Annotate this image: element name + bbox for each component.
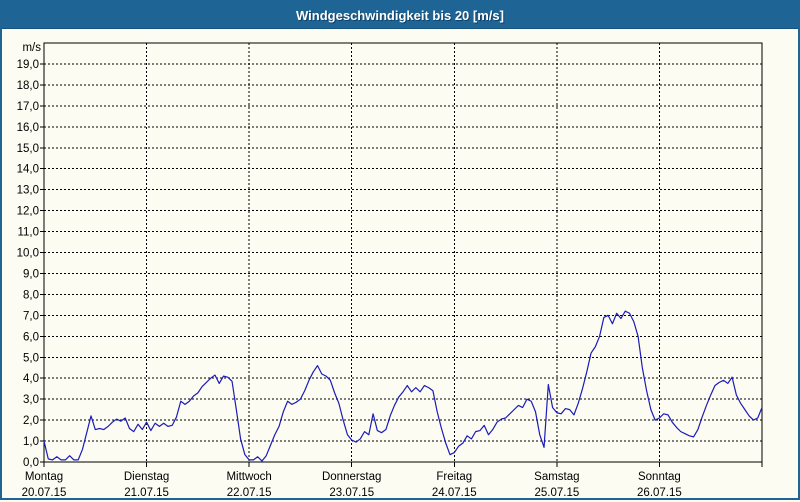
plot-border [43,42,763,463]
date-label: 22.07.15 [227,487,272,499]
y-tick-label: 0,0 [23,457,39,469]
y-tick-label: 1,0 [23,436,39,448]
y-tick-label: 12,0 [17,206,39,218]
day-label: Dienstag [124,471,169,483]
day-label: Sonntag [638,471,681,483]
y-tick-label: 10,0 [17,248,39,260]
day-label: Montag [25,471,63,483]
y-tick-label: 19,0 [17,59,39,71]
y-tick-label: 15,0 [17,143,39,155]
y-tick-label: 16,0 [17,122,39,134]
chart-title: Windgeschwindigkeit bis 20 [m/s] [296,7,504,23]
y-tick-label: 17,0 [17,101,39,113]
y-tick-label: 6,0 [23,331,39,343]
y-tick-label: 18,0 [17,80,39,92]
day-label: Samstag [534,471,579,483]
y-axis-unit-label: m/s [22,42,41,54]
y-tick-label: 13,0 [17,185,39,197]
date-label: 23.07.15 [329,487,374,499]
title-bar: Windgeschwindigkeit bis 20 [m/s] [2,2,798,29]
day-label: Donnerstag [322,471,381,483]
date-label: 25.07.15 [534,487,579,499]
y-tick-label: 8,0 [23,289,39,301]
date-label: 20.07.15 [22,487,67,499]
y-tick-label: 7,0 [23,310,39,322]
day-label: Freitag [436,471,472,483]
wind-speed-line [43,310,763,462]
y-tick-label: 2,0 [23,415,39,427]
day-label: Mittwoch [226,471,271,483]
y-tick-label: 5,0 [23,352,39,364]
y-tick-label: 9,0 [23,268,39,280]
y-tick-label: 14,0 [17,164,39,176]
date-label: 24.07.15 [432,487,477,499]
date-label: 26.07.15 [637,487,682,499]
date-label: 21.07.15 [124,487,169,499]
y-tick-label: 4,0 [23,373,39,385]
y-tick-label: 11,0 [17,227,39,239]
y-tick-label: 3,0 [23,394,39,406]
